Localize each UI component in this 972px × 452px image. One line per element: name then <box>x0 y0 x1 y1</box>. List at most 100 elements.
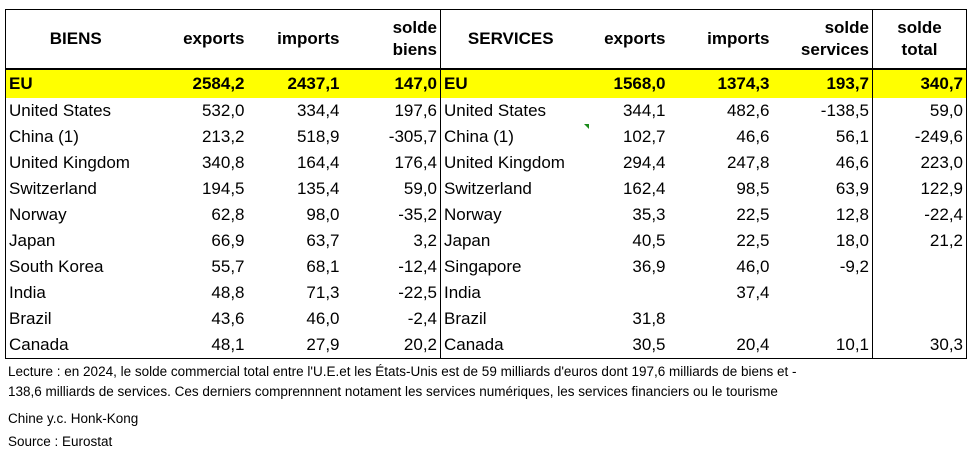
country-services-cell: Canada <box>440 332 581 359</box>
solde-total-cell: 21,2 <box>872 228 967 254</box>
solde-services-cell: -9,2 <box>839 257 869 276</box>
country-biens-cell: South Korea <box>5 254 146 280</box>
header-services-imports: imports <box>707 29 770 48</box>
solde-total-cell: 340,7 <box>872 68 967 98</box>
solde-biens-cell: -305,7 <box>388 127 437 146</box>
biens-exports-cell: 55,7 <box>211 257 245 276</box>
header-imports: imports <box>277 29 340 48</box>
table-row: India 48,8 71,3 -22,5 India 37,4 <box>5 280 967 306</box>
biens-exports-cell: 66,9 <box>211 231 245 250</box>
solde-services-cell: 193,7 <box>772 68 873 98</box>
country-services-cell: United States <box>440 98 581 124</box>
country-biens-cell: India <box>5 280 146 306</box>
services-imports-cell: 22,5 <box>736 231 770 250</box>
biens-exports-cell: 48,8 <box>211 283 245 302</box>
services-exports-cell: 344,1 <box>622 101 666 120</box>
solde-biens-cell: -22,5 <box>398 283 437 302</box>
solde-services-cell <box>773 280 873 306</box>
header-exports: exports <box>183 29 245 48</box>
table-row: Norway 62,8 98,0 -35,2 Norway 35,3 22,5 12,8 -22… <box>5 202 967 228</box>
table-row: Japan 66,9 63,7 3,2 Japan 40,5 22,5 18,0 21,2 <box>5 228 967 254</box>
services-exports-cell: 40,5 <box>632 231 666 250</box>
country-services-cell: India <box>440 280 581 306</box>
solde-total-cell <box>872 306 967 332</box>
solde-services-cell: 63,9 <box>835 179 869 198</box>
header-solde-total: solde total <box>872 9 967 69</box>
services-imports-cell: 22,5 <box>736 205 770 224</box>
header-biens: BIENS <box>5 9 146 69</box>
country-services-cell: United Kingdom <box>440 150 581 176</box>
table-row: Canada 48,1 27,9 20,2 Canada 30,5 20,4 10,1 30,3 <box>5 332 967 359</box>
note-source: Source : Eurostat <box>8 434 113 449</box>
services-exports-cell: 1568,0 <box>580 68 669 98</box>
solde-services-cell: 12,8 <box>835 205 869 224</box>
solde-services-cell: 46,6 <box>835 153 869 172</box>
solde-biens-cell: -2,4 <box>407 309 437 328</box>
country-services-cell: Norway <box>440 202 581 228</box>
solde-biens-cell: 176,4 <box>394 153 437 172</box>
table-row: United Kingdom 340,8 164,4 176,4 United King… <box>5 150 967 176</box>
solde-biens-cell: -12,4 <box>398 257 437 276</box>
biens-imports-cell: 98,0 <box>306 205 340 224</box>
services-exports-cell: 31,8 <box>632 309 666 328</box>
services-imports-cell <box>669 306 773 332</box>
country-biens-cell: United States <box>5 98 146 124</box>
services-imports-cell: 46,0 <box>736 257 770 276</box>
note-lecture-2: 138,6 milliards de services. Ces dernier… <box>8 384 778 399</box>
solde-services-cell: 18,0 <box>835 231 869 250</box>
header-solde-biens: solde biens <box>392 18 437 59</box>
solde-services-cell <box>773 306 873 332</box>
biens-exports-cell: 532,0 <box>201 101 245 120</box>
country-biens-cell: Switzerland <box>5 176 146 202</box>
country-services-cell: China (1) <box>440 124 581 150</box>
table-row: China (1) 213,2 518,9 -305,7 China (1) 102,7 4… <box>5 124 967 150</box>
solde-total-cell: 223,0 <box>872 150 967 176</box>
country-biens-cell: China (1) <box>5 124 146 150</box>
eu-row: EU 2584,2 2437,1 147,0 EU 1568,0 1374,3 193,7 34… <box>5 68 967 98</box>
table-row: South Korea 55,7 68,1 -12,4 Singapore 36,9 46,… <box>5 254 967 280</box>
country-biens-cell: United Kingdom <box>5 150 146 176</box>
services-exports-cell: 162,4 <box>622 179 666 198</box>
solde-total-cell: -249,6 <box>872 124 967 150</box>
biens-exports-cell: 2584,2 <box>145 68 248 98</box>
country-services-cell: Switzerland <box>440 176 581 202</box>
country-biens-cell: Brazil <box>5 306 146 332</box>
country-services-cell: Brazil <box>440 306 581 332</box>
country-biens-cell: Canada <box>5 332 146 359</box>
country-services-cell: Singapore <box>440 254 581 280</box>
solde-total-cell: -22,4 <box>872 202 967 228</box>
solde-biens-cell: -35,2 <box>398 205 437 224</box>
table-row: United States 532,0 334,4 197,6 United State… <box>5 98 967 124</box>
biens-imports-cell: 2437,1 <box>247 68 343 98</box>
comment-marker-icon <box>584 124 589 129</box>
solde-biens-cell: 3,2 <box>413 231 437 250</box>
services-exports-cell: 102,7 <box>622 127 666 146</box>
solde-total-cell <box>872 280 967 306</box>
country-biens-cell: Norway <box>5 202 146 228</box>
biens-exports-cell: 194,5 <box>201 179 245 198</box>
services-exports-cell <box>581 280 669 306</box>
biens-imports-cell: 71,3 <box>306 283 340 302</box>
biens-exports-cell: 62,8 <box>211 205 245 224</box>
solde-services-cell: 56,1 <box>835 127 869 146</box>
services-imports-cell: 247,8 <box>726 153 770 172</box>
note-china: Chine y.c. Honk-Kong <box>8 411 139 426</box>
country-services-cell: Japan <box>440 228 581 254</box>
table-row: Switzerland 194,5 135,4 59,0 Switzerland 162,… <box>5 176 967 202</box>
solde-services-cell: 10,1 <box>772 332 873 359</box>
biens-exports-cell: 48,1 <box>145 332 248 359</box>
solde-services-cell: -138,5 <box>820 101 869 120</box>
services-imports-cell: 482,6 <box>726 101 770 120</box>
solde-total-cell: 59,0 <box>872 98 967 124</box>
biens-imports-cell: 68,1 <box>306 257 340 276</box>
biens-exports-cell: 43,6 <box>211 309 245 328</box>
solde-biens-cell: 147,0 <box>342 68 441 98</box>
services-imports-cell: 37,4 <box>736 283 770 302</box>
services-exports-cell: 30,5 <box>580 332 669 359</box>
solde-total-cell: 30,3 <box>872 332 967 359</box>
biens-imports-cell: 27,9 <box>247 332 343 359</box>
solde-total-cell <box>872 254 967 280</box>
services-imports-cell: 98,5 <box>736 179 770 198</box>
services-exports-cell: 294,4 <box>622 153 666 172</box>
country-services-cell: EU <box>440 68 581 98</box>
